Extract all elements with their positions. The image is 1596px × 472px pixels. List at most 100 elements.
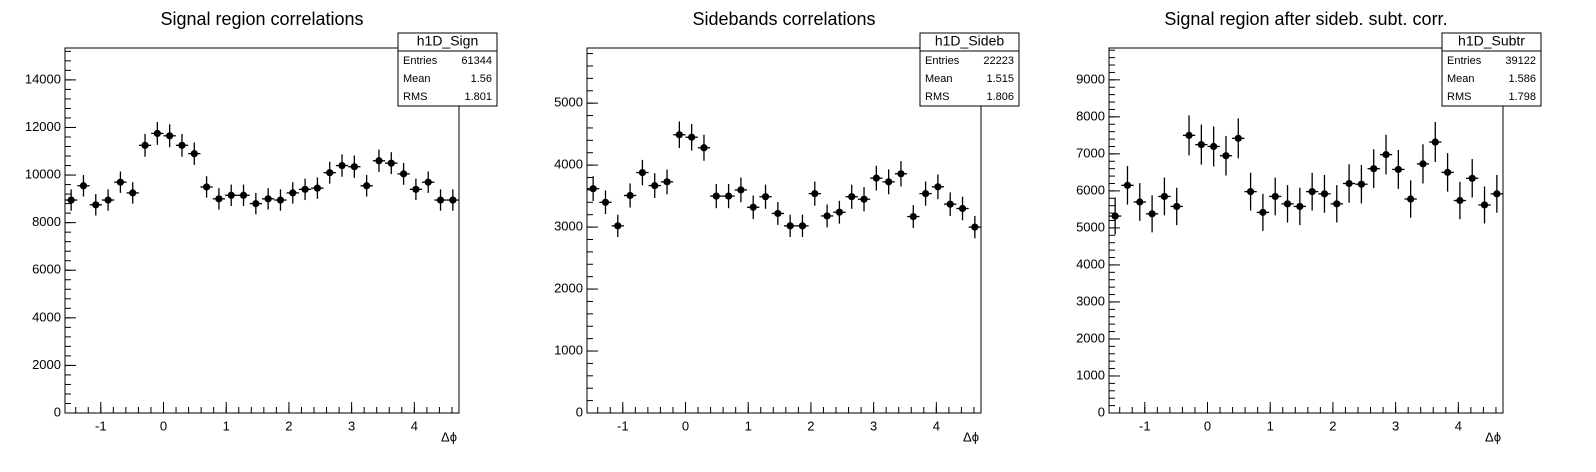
y-tick-label: 8000 xyxy=(32,214,61,229)
data-point xyxy=(449,196,457,204)
data-point xyxy=(1234,134,1242,142)
data-point xyxy=(1185,131,1193,139)
plot-frame xyxy=(586,47,982,414)
x-tick-label: 3 xyxy=(348,418,355,433)
data-point xyxy=(1480,201,1489,209)
data-point xyxy=(178,141,186,149)
stats-value: 1.798 xyxy=(1508,91,1536,103)
chart-title: Signal region after sideb. subt. corr. xyxy=(1164,9,1447,29)
x-tick-label: 2 xyxy=(285,418,292,433)
stats-value: 1.56 xyxy=(471,73,492,85)
data-point xyxy=(626,191,634,200)
data-point xyxy=(1394,165,1402,174)
data-point xyxy=(1345,179,1353,188)
data-point xyxy=(774,209,782,218)
chart-title: Signal region correlations xyxy=(160,9,363,29)
data-point xyxy=(798,222,807,230)
x-tick-label: 1 xyxy=(745,418,752,433)
data-point xyxy=(971,223,979,231)
data-point xyxy=(1493,190,1501,198)
stats-label: RMS xyxy=(1447,91,1471,103)
y-tick-label: 6000 xyxy=(32,262,61,277)
data-point xyxy=(872,174,880,182)
data-point xyxy=(897,170,905,178)
stats-value: 1.806 xyxy=(986,91,1014,103)
y-tick-label: 3000 xyxy=(554,219,583,234)
data-point xyxy=(387,159,395,167)
data-point xyxy=(399,170,408,178)
y-tick-label: 14000 xyxy=(25,71,61,86)
data-point xyxy=(1173,202,1181,211)
data-point xyxy=(239,191,248,199)
data-point xyxy=(848,193,856,201)
data-point xyxy=(202,183,211,191)
data-point xyxy=(190,150,198,158)
y-tick-label: 1000 xyxy=(554,342,583,357)
stats-value: 1.801 xyxy=(464,91,492,103)
data-point xyxy=(424,178,432,186)
data-point xyxy=(700,144,708,152)
data-point xyxy=(276,196,285,204)
x-tick-label: 2 xyxy=(807,418,814,433)
stats-label: Entries xyxy=(403,55,438,67)
data-point xyxy=(1111,212,1119,220)
data-point xyxy=(761,193,770,201)
data-point xyxy=(1357,180,1366,188)
data-point xyxy=(1468,174,1476,182)
x-tick-label: 3 xyxy=(1392,418,1399,433)
y-tick-label: 2000 xyxy=(1076,330,1105,345)
data-point xyxy=(375,157,383,165)
data-point xyxy=(638,168,647,177)
stats-label: Mean xyxy=(925,73,953,85)
data-point xyxy=(141,141,149,149)
data-point xyxy=(614,222,622,230)
y-tick-label: 5000 xyxy=(554,95,583,110)
data-point xyxy=(823,212,831,220)
data-point xyxy=(885,178,893,186)
data-point xyxy=(1148,210,1156,218)
stats-label: Mean xyxy=(1447,73,1475,85)
stats-box xyxy=(397,32,498,107)
data-point xyxy=(1197,141,1205,149)
data-point xyxy=(1136,198,1144,206)
y-tick-label: 2000 xyxy=(554,280,583,295)
stats-name: h1D_Sideb xyxy=(935,33,1004,49)
x-axis-label: Δϕ xyxy=(1485,429,1501,444)
data-point xyxy=(675,131,683,139)
data-point xyxy=(909,212,917,221)
data-point xyxy=(326,169,334,177)
stats-value: 1.515 xyxy=(986,73,1014,85)
stats-value: 61344 xyxy=(461,55,492,67)
x-tick-label: 4 xyxy=(1455,418,1462,433)
stats-name: h1D_Subtr xyxy=(1458,33,1525,49)
data-point xyxy=(860,195,868,203)
stats-label: Entries xyxy=(1447,55,1482,67)
x-tick-label: 4 xyxy=(933,418,940,433)
y-tick-label: 5000 xyxy=(1076,219,1105,234)
data-point xyxy=(1283,200,1292,208)
data-point xyxy=(1308,188,1316,196)
data-point xyxy=(92,201,100,209)
data-point xyxy=(712,192,720,200)
data-point xyxy=(724,192,733,200)
y-tick-label: 6000 xyxy=(1076,182,1105,197)
stats-label: RMS xyxy=(403,91,427,103)
chart-title: Sidebands correlations xyxy=(692,9,875,29)
data-point xyxy=(663,178,671,186)
y-tick-label: 1000 xyxy=(1076,367,1105,382)
data-point xyxy=(264,195,272,203)
data-point xyxy=(835,208,844,216)
data-point xyxy=(811,190,819,198)
data-point xyxy=(436,196,445,204)
data-point xyxy=(737,186,745,194)
data-point xyxy=(1431,138,1439,146)
data-point xyxy=(1123,181,1132,189)
plot-frame xyxy=(64,47,460,414)
y-tick-label: 4000 xyxy=(554,157,583,172)
x-tick-label: -1 xyxy=(1139,418,1151,433)
data-point xyxy=(1296,202,1304,211)
stats-value: 39122 xyxy=(1505,55,1536,67)
data-point xyxy=(166,132,174,140)
y-tick-label: 8000 xyxy=(1076,108,1105,123)
data-point xyxy=(1419,160,1427,168)
